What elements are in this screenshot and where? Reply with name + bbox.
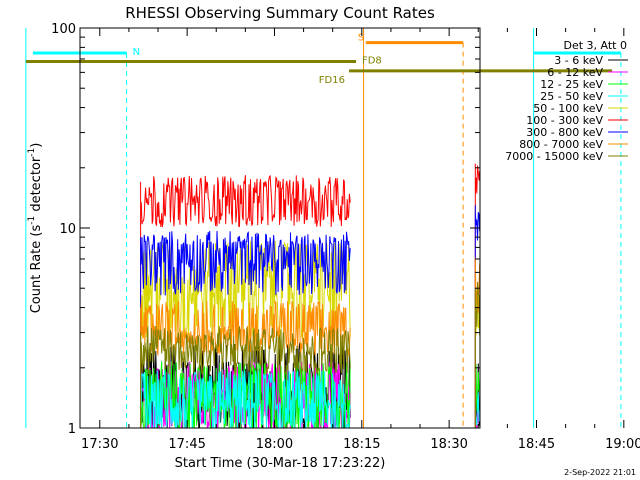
y-axis-label-mid: detector	[29, 156, 44, 216]
y-axis-label: Count Rate (s-1 detector-1)	[27, 143, 44, 314]
y-axis-label-end: )	[29, 143, 44, 148]
series-line	[474, 392, 480, 428]
series-line	[474, 205, 480, 428]
annotation-label: S	[358, 33, 364, 44]
series-line	[474, 163, 480, 428]
axis-layer: 17:30 17:45 18:00 18:15 18:30 18:45 19:00 1 10 10…	[51, 22, 640, 452]
series-line	[474, 363, 480, 428]
series-line	[140, 174, 351, 428]
y-axis-label-main: Count Rate (s	[29, 225, 44, 314]
series-line	[140, 325, 351, 428]
x-tick-label: 18:45	[518, 437, 555, 452]
x-tick-label: 18:00	[256, 437, 293, 452]
legend-entry-label: 12 - 25 keV	[540, 78, 603, 91]
legend-entry-label: 300 - 800 keV	[526, 126, 603, 139]
series-line	[474, 259, 480, 428]
x-tick-label: 17:30	[81, 437, 118, 452]
legend-header: Det 3, Att 0	[564, 39, 628, 52]
legend-entry-label: 800 - 7000 keV	[519, 138, 603, 151]
series-line	[474, 405, 480, 428]
y-tick-label: 1	[68, 422, 76, 437]
y-tick-label: 100	[51, 22, 76, 37]
series-line	[140, 230, 351, 428]
series-line	[474, 361, 480, 428]
y-axis-label-sup2: -1	[27, 148, 37, 157]
footer-date: 2-Sep-2022 21:01	[564, 468, 636, 477]
x-axis-label: Start Time (30-Mar-18 17:23:22)	[175, 456, 386, 471]
series-line	[474, 257, 480, 428]
legend-entry-label: 50 - 100 keV	[533, 102, 603, 115]
x-tick-label: 19:00	[605, 437, 640, 452]
data-layer	[140, 163, 480, 428]
legend-entry-label: 25 - 50 keV	[540, 90, 603, 103]
legend-entry-label: 100 - 300 keV	[526, 114, 603, 127]
series-line	[474, 281, 480, 428]
series-line	[140, 370, 351, 428]
y-axis-label-sup1: -1	[27, 216, 37, 225]
series-line	[140, 300, 351, 428]
x-tick-label: 18:15	[343, 437, 380, 452]
legend-entry-label: 3 - 6 keV	[554, 54, 603, 67]
annotation-label: FD16	[319, 75, 345, 86]
annotation-label: FD8	[362, 55, 382, 66]
chart-title: RHESSI Observing Summary Count Rates	[125, 4, 435, 22]
legend-entry-label: 6 - 12 keV	[547, 66, 603, 79]
y-tick-label: 10	[59, 222, 76, 237]
x-tick-label: 17:45	[168, 437, 205, 452]
annotation-label: N	[133, 47, 140, 58]
legend-entry-label: 7000 - 15000 keV	[505, 150, 603, 163]
x-tick-label: 18:30	[430, 437, 467, 452]
series-line	[140, 240, 351, 428]
